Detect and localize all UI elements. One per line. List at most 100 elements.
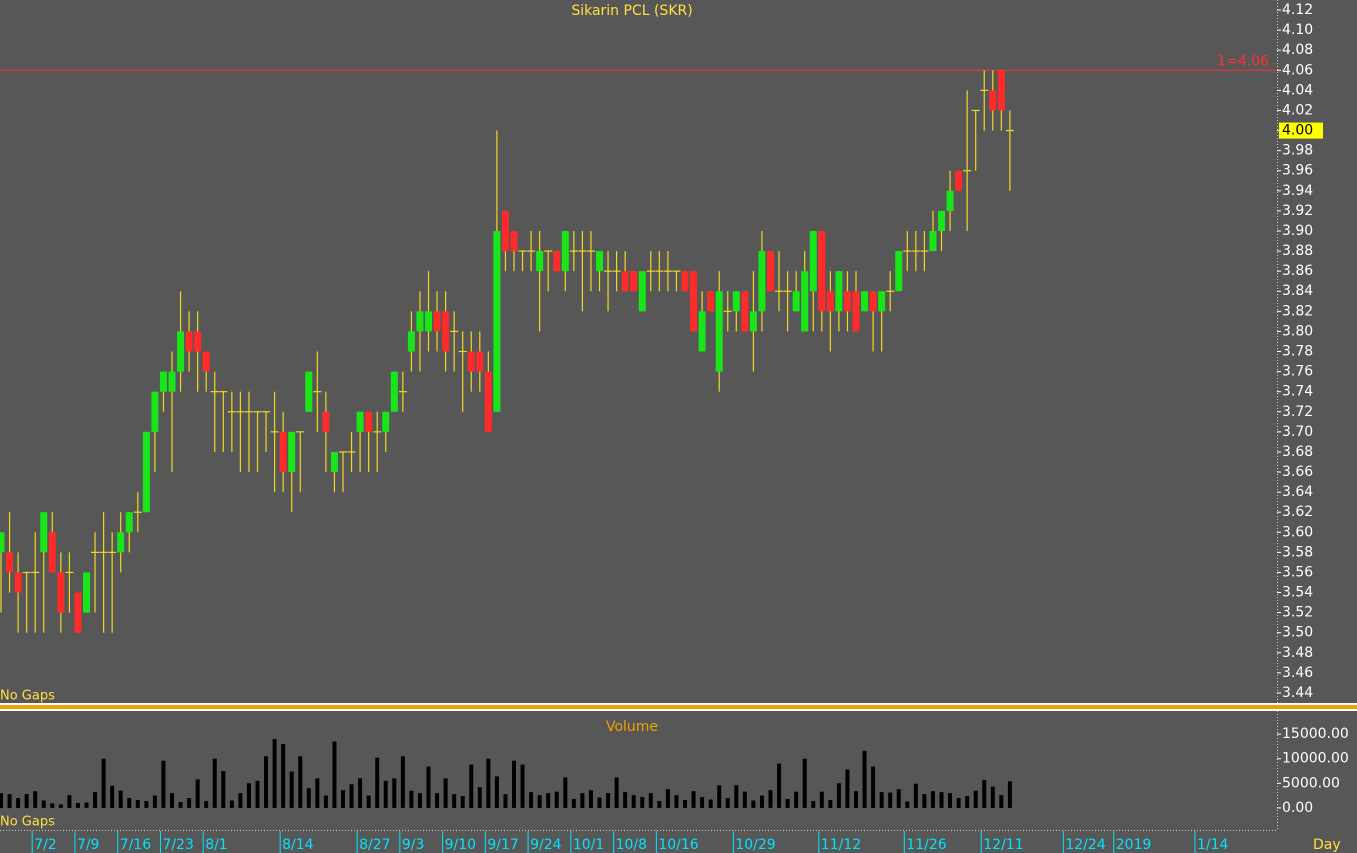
y-tick-label: 3.86 xyxy=(1282,263,1313,279)
volume-bar xyxy=(930,791,935,808)
x-tick-label: 9/10 xyxy=(445,837,476,853)
volume-bar xyxy=(417,793,422,808)
volume-bar xyxy=(315,778,320,808)
volume-bar xyxy=(323,795,328,808)
volume-bar xyxy=(862,750,867,808)
volume-bar xyxy=(16,798,21,808)
volume-bar xyxy=(341,790,345,808)
candle-body xyxy=(177,331,185,372)
x-tick-label: 11/26 xyxy=(906,837,946,853)
x-axis-label: Day xyxy=(1313,837,1341,853)
candle-body xyxy=(630,271,638,292)
last-price-box xyxy=(1279,122,1323,139)
volume-bar xyxy=(332,741,337,808)
y-tick-label: 3.64 xyxy=(1282,484,1313,500)
y-tick-label: 4.10 xyxy=(1282,22,1313,38)
volume-bar xyxy=(623,792,628,808)
y-tick-label: 15000.00 xyxy=(1282,726,1349,742)
candle-body xyxy=(801,271,809,332)
volume-bar xyxy=(751,800,756,808)
volume-bar xyxy=(84,802,89,808)
y-tick-label: 4.04 xyxy=(1282,82,1313,98)
volume-bar xyxy=(110,785,115,808)
candle-body xyxy=(501,210,509,252)
y-tick-label: 3.66 xyxy=(1282,464,1313,480)
candle-body xyxy=(202,351,210,372)
candle-body xyxy=(741,291,749,332)
y-tick-label: 3.52 xyxy=(1282,605,1313,621)
y-tick-label: 3.96 xyxy=(1282,163,1313,179)
candle-body xyxy=(151,391,159,432)
candle-body xyxy=(767,251,774,292)
y-tick-label: 3.94 xyxy=(1282,183,1313,199)
volume-bar xyxy=(597,797,602,808)
x-tick-label: 10/8 xyxy=(616,837,647,853)
volume-bar xyxy=(178,801,183,808)
candle-body xyxy=(938,210,945,231)
volume-bar xyxy=(802,758,807,808)
volume-bar xyxy=(956,798,961,808)
panel-divider xyxy=(0,705,1357,709)
volume-bar xyxy=(264,756,269,808)
y-tick-label: 3.92 xyxy=(1282,203,1313,219)
candle-body xyxy=(194,331,202,352)
candle-body xyxy=(356,411,364,432)
candle-body xyxy=(57,572,65,613)
candle-body xyxy=(117,532,125,553)
volume-bar xyxy=(238,793,243,808)
y-tick-label: 3.74 xyxy=(1282,384,1313,400)
volume-bar xyxy=(905,801,910,808)
candle-body xyxy=(40,512,48,553)
volume-bar xyxy=(24,794,29,808)
volume-bar xyxy=(571,799,576,808)
volume-bar xyxy=(33,791,38,808)
x-tick-label: 8/14 xyxy=(282,837,314,853)
candle-body xyxy=(425,311,432,332)
x-tick-label: 1/14 xyxy=(1197,837,1229,853)
candle-body xyxy=(895,251,903,292)
volume-bar xyxy=(554,791,559,808)
volume-bar xyxy=(67,795,72,808)
volume-bar xyxy=(161,760,166,808)
volume-bar xyxy=(537,795,542,808)
candle-body xyxy=(997,70,1005,111)
volume-bar xyxy=(913,783,918,808)
candle-body xyxy=(707,291,715,312)
volume-bar xyxy=(922,794,927,808)
volume-bar xyxy=(375,757,380,808)
candle-body xyxy=(553,251,561,272)
y-tick-label: 3.68 xyxy=(1282,444,1313,460)
panel-title: Volume xyxy=(606,719,658,735)
x-tick-label: 7/2 xyxy=(34,837,57,853)
volume-bar xyxy=(452,794,457,808)
candle-body xyxy=(835,271,843,312)
volume-bar xyxy=(118,790,123,808)
y-tick-label: 3.58 xyxy=(1282,544,1313,560)
x-tick-label: 10/1 xyxy=(573,837,604,853)
candle-body xyxy=(390,371,398,412)
volume-bar xyxy=(725,798,730,808)
volume-bar xyxy=(152,795,157,808)
x-tick-label: 9/17 xyxy=(487,837,518,853)
volume-bar xyxy=(494,776,499,808)
candle-body xyxy=(288,431,296,473)
panel-divider xyxy=(0,703,1357,705)
x-tick-label: 10/16 xyxy=(658,837,698,853)
x-tick-label: 8/1 xyxy=(205,837,228,853)
candle-body xyxy=(467,351,475,372)
candle-body xyxy=(382,411,390,432)
candle-body xyxy=(168,371,176,392)
y-tick-label: 4.06 xyxy=(1282,62,1313,78)
volume-bar xyxy=(281,743,286,808)
volume-bar xyxy=(819,791,824,808)
candle-body xyxy=(758,251,766,312)
last-price-label: 4.00 xyxy=(1282,123,1313,139)
volume-bar xyxy=(93,792,98,808)
candle-body xyxy=(433,311,441,332)
candle-body xyxy=(749,311,757,332)
candle-body xyxy=(621,271,629,292)
volume-bar xyxy=(811,800,816,808)
y-tick-label: 3.80 xyxy=(1282,323,1313,339)
volume-bar xyxy=(640,797,645,808)
volume-bar xyxy=(187,798,192,808)
